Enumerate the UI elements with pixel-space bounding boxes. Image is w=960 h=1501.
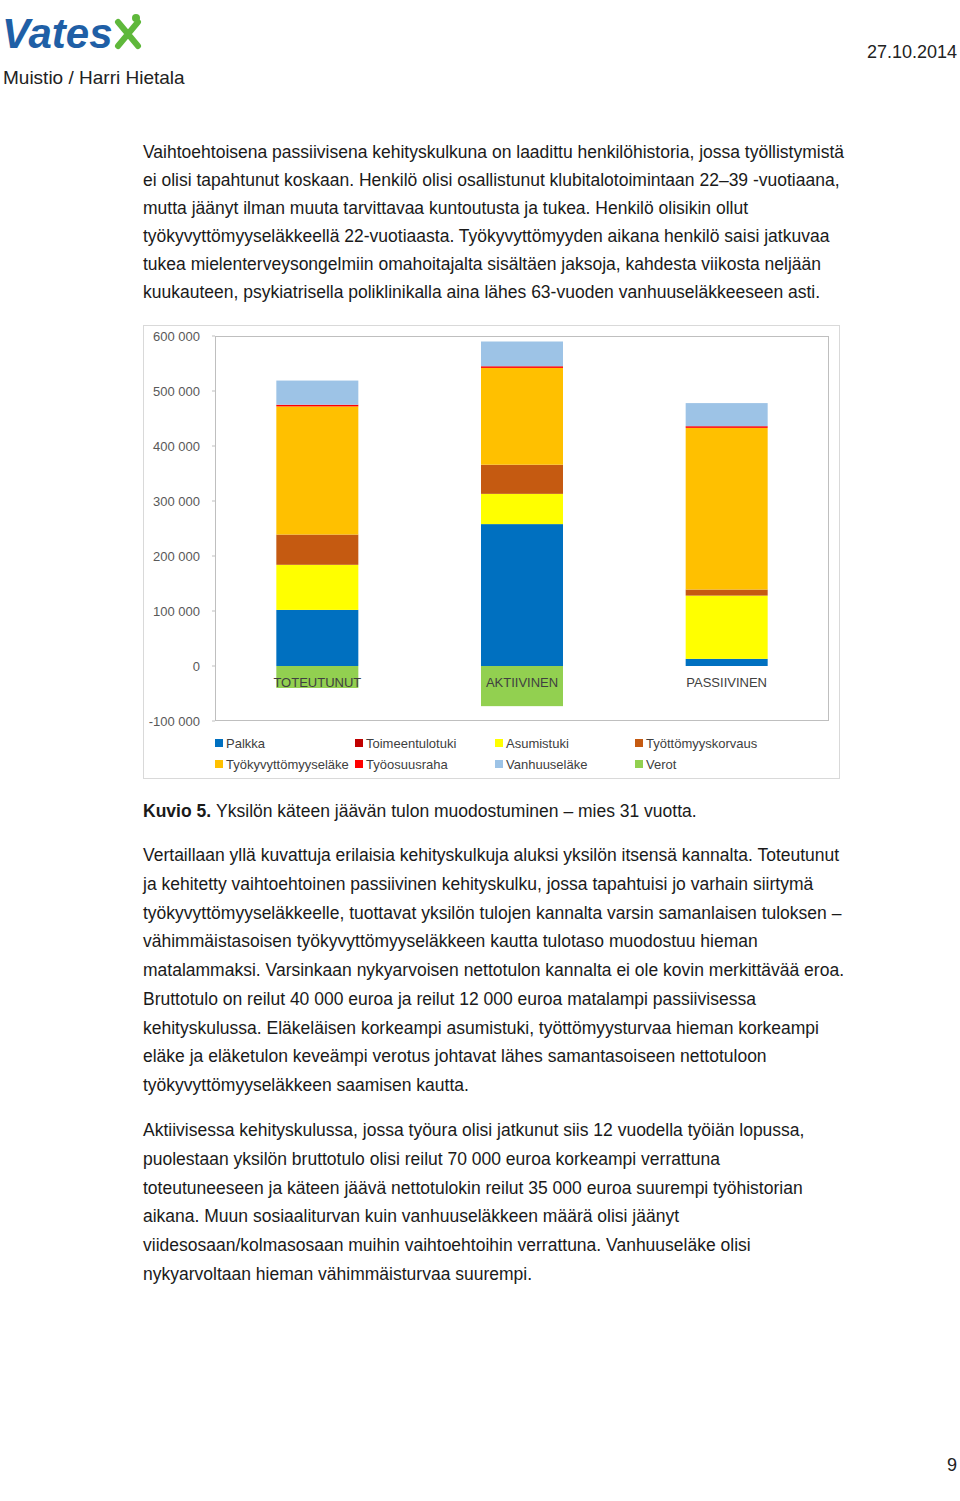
legend-label: Työosuusraha [366,757,448,772]
text-line: puolestaan yksilön bruttotulo olisi reil… [143,1149,720,1169]
category-label: AKTIIVINEN [486,675,558,690]
legend-label: Vanhuuseläke [506,757,587,772]
bar-segment [481,465,563,494]
y-tick [212,611,215,612]
y-tick-label: 300 000 [153,494,200,509]
text-line: ja kehitetty vaihtoehtoinen passiivinen … [142,874,813,894]
legend-swatch [495,739,503,747]
text-line: viidesosaan/kolmasosaan muihin vaihtoeht… [143,1235,751,1255]
legend-label: Verot [646,757,677,772]
y-tick-label: 600 000 [153,329,200,344]
legend-swatch [635,760,643,768]
bar-segment [481,666,563,706]
bars [276,342,767,707]
caption-label: Kuvio 5. [143,801,211,821]
bar-segment [481,368,563,465]
y-tick-label: 200 000 [153,549,200,564]
bar-segment [686,403,768,404]
bar-segment [276,565,358,610]
legend-label: Toimeentulotuki [366,736,456,751]
logo-cross [118,22,138,46]
caption-text: Yksilön käteen jäävän tulon muodostumine… [216,801,697,821]
text-line: Bruttotulo on reilut 40 000 euroa ja rei… [143,989,756,1009]
text-line: Vertaillaan yllä kuvattuja erilaisia keh… [143,845,839,865]
text-line: kuukauteen, psykiatrisella poliklinikall… [143,282,820,302]
y-tick [212,721,215,722]
bar-segment [276,406,358,534]
legend-label: Asumistuki [506,736,569,751]
text-line: kehityskulussa. Eläkeläisen korkeampi as… [143,1018,819,1038]
header: Vates 27.10.2014 Muistio / Harri Hietala [2,10,957,88]
legend-swatch [215,739,223,747]
legend-swatch [355,739,363,747]
legend-label: Työttömyyskorvaus [646,736,758,751]
y-tick [212,391,215,392]
y-tick [212,336,215,337]
text-line: nykyarvoltaan hieman vähimmäisturvaa suu… [143,1264,532,1284]
y-tick-label: 100 000 [153,604,200,619]
bar-segment [686,403,768,426]
bar-segment [276,381,358,405]
bar-segment [481,342,563,367]
bar-segment [276,405,358,407]
text-line: eläke ja eläketulon keveämpi verotus joh… [143,1046,767,1066]
text-line: Aktiivisessa kehityskulussa, jossa työur… [143,1120,804,1140]
bar-segment [686,428,768,590]
caption: Kuvio 5.Yksilön käteen jäävän tulon muod… [143,801,697,821]
chart-area [144,326,840,779]
logo: Vates [2,10,113,57]
bar-segment [276,610,358,666]
bar-segment [481,524,563,666]
plot-frame [216,337,829,721]
page-number: 9 [947,1455,957,1475]
y-tick-label: 0 [193,659,200,674]
legend-label: Palkka [226,736,266,751]
text-line: toteutuneeseen ja käteen jäävä nettotulo… [143,1178,803,1198]
date: 27.10.2014 [867,42,957,62]
y-tick [212,501,215,502]
text-line: työkyvyttömyyseläkkeen saamisen kautta. [143,1075,469,1095]
legend-swatch [495,760,503,768]
text-line: työkyvyttömyyseläkkeelle, tuottavat yksi… [143,903,842,923]
y-tick [212,666,215,667]
text-line: Vaihtoehtoisena passiivisena kehityskulk… [143,142,844,162]
logo-dot [132,14,140,22]
text-line: työkyvyttömyyseläkkeellä 22-vuotiaasta. … [143,226,830,246]
bar-segment [481,494,563,524]
bar-segment [686,590,768,596]
bar-segment [686,596,768,659]
text-line: matalammaksi. Varsinkaan nykyarvoisen ne… [143,960,844,980]
logo-mark [118,14,140,46]
y-tick [212,556,215,557]
memo: Muistio / Harri Hietala [3,67,185,88]
y-tick-label: 400 000 [153,439,200,454]
legend-label: Työkyvyttömyyseläke [226,757,349,772]
y-tick [212,446,215,447]
y-tick-label: -100 000 [149,714,200,729]
text-line: aikana. Muun sosiaaliturvan kuin vanhuus… [143,1206,679,1226]
bar-segment [686,426,768,428]
bar-segment [276,535,358,565]
text-line: vähimmäistasoisen työkyvyttömyyseläkkeen… [143,931,758,951]
paragraph: Vaihtoehtoisena passiivisena kehityskulk… [143,142,844,302]
paragraph: Vertaillaan yllä kuvattuja erilaisia keh… [142,845,844,1095]
paragraph: Aktiivisessa kehityskulussa, jossa työur… [143,1120,804,1284]
text-line: mutta jäänyt ilman muuta tarvittavaa kun… [143,198,748,218]
bar-segment [686,659,768,666]
y-tick-label: 500 000 [153,384,200,399]
category-label: PASSIIVINEN [686,675,767,690]
bar-segment [481,366,563,368]
legend-swatch [215,760,223,768]
chart: -100 000 0 100 000 200 000 300 000 400 000 500… [144,326,840,779]
category-label: TOTEUTUNUT [273,675,361,690]
legend-swatch [355,760,363,768]
legend-swatch [635,739,643,747]
text-line: ei olisi tapahtunut koskaan. Henkilö oli… [143,170,840,190]
legend: Palkka Toimeentulotuki Asumistuki Työttömyy… [215,736,758,772]
text-line: tukea mielenterveysongelmiin omahoitajal… [143,254,821,274]
page: Vates27.10.2014Muistio / Harri HietalaVa… [0,0,960,1501]
